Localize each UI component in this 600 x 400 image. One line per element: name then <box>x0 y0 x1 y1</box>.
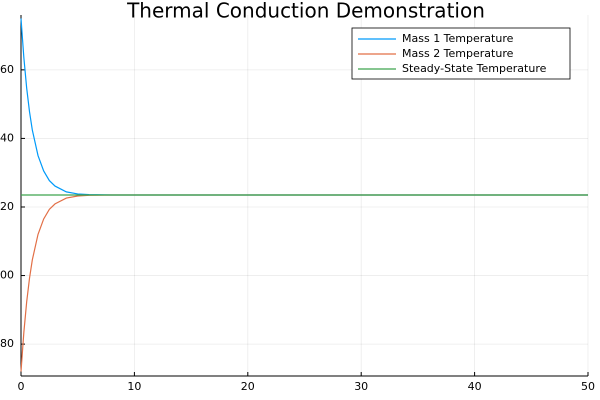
y-tick-label: 340 <box>0 131 14 144</box>
x-tick-label: 30 <box>354 380 368 393</box>
legend-label: Mass 2 Temperature <box>402 47 514 60</box>
legend-label: Mass 1 Temperature <box>402 32 514 45</box>
y-tick-label: 300 <box>0 269 14 282</box>
y-tick-label: 320 <box>0 200 14 213</box>
x-tick-label: 0 <box>18 380 25 393</box>
x-tick-label: 40 <box>468 380 482 393</box>
x-tick-label: 50 <box>581 380 595 393</box>
legend-label: Steady-State Temperature <box>402 62 547 75</box>
chart-title: Thermal Conduction Demonstration <box>126 0 485 23</box>
y-tick-label: 280 <box>0 337 14 350</box>
x-tick-label: 20 <box>241 380 255 393</box>
y-tick-label: 360 <box>0 63 14 76</box>
x-tick-label: 10 <box>127 380 141 393</box>
